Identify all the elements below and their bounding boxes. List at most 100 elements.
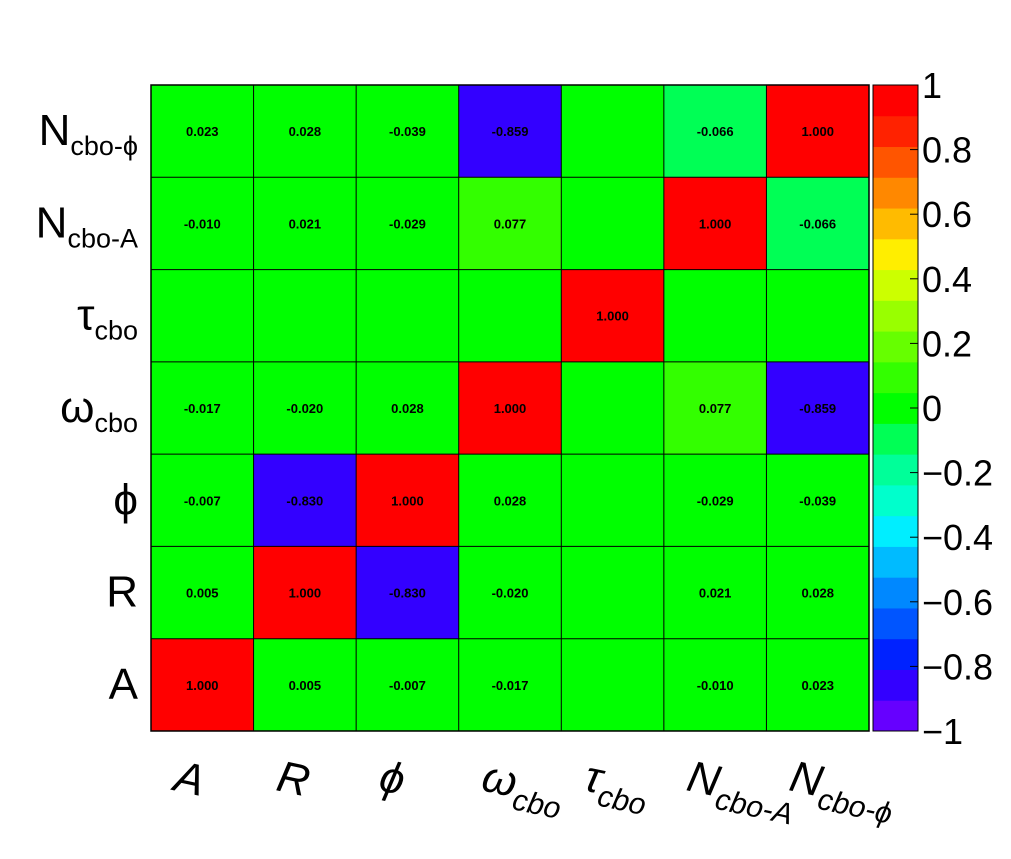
heatmap-cell: [766, 361, 869, 455]
heatmap-cell: [151, 177, 254, 270]
palette-swatch: [873, 146, 918, 178]
cell-value-label: -0.066: [697, 124, 734, 139]
palette-tick-label: 0.2: [922, 323, 972, 364]
heatmap-cell: [356, 546, 459, 639]
palette-swatch: [873, 577, 918, 609]
x-tick-main: R: [273, 752, 314, 807]
heatmap-cell: [766, 269, 869, 362]
cell-value-label: 1.000: [391, 493, 424, 508]
cell-value-label: -0.010: [184, 216, 221, 231]
cell-value-label: -0.020: [492, 586, 529, 601]
x-tick-main: ϕ: [375, 752, 409, 805]
palette-tick-label: 1: [922, 65, 942, 106]
heatmap-cell: [253, 177, 357, 270]
cell-value-label: 1.000: [596, 309, 629, 324]
cell-value-label: 1.000: [289, 586, 322, 601]
heatmap-cell: [458, 361, 562, 455]
palette-swatch: [873, 85, 918, 117]
y-tick-main: ω: [60, 383, 94, 432]
cell-value-label: -0.859: [492, 124, 529, 139]
y-tick-main: ϕ: [113, 475, 138, 524]
cell-value-label: 0.077: [494, 216, 527, 231]
y-tick-main: τ: [77, 291, 95, 340]
palette-swatch: [873, 484, 918, 517]
cell-value-label: 0.028: [391, 401, 424, 416]
cell-value-label: 0.028: [289, 124, 322, 139]
palette-tick-label: −1: [922, 711, 963, 752]
palette-swatch: [873, 115, 918, 148]
plot-frame: [150, 84, 870, 732]
cell-value-label: 0.028: [801, 586, 834, 601]
heatmap-cell: [356, 638, 459, 731]
heatmap-cell: [766, 177, 869, 270]
cell-value-label: 0.077: [699, 401, 732, 416]
x-tick-label: R: [273, 752, 314, 807]
palette-swatch: [873, 300, 918, 332]
y-tick-main: A: [109, 660, 139, 709]
heatmap-cell: [356, 454, 459, 547]
y-tick-sub: cbo-A: [67, 223, 138, 253]
palette-swatch: [873, 361, 918, 394]
heatmap-cell: [663, 546, 767, 639]
palette-tick-label: −0.4: [922, 517, 993, 558]
cell-value-label: 0.021: [699, 586, 732, 601]
palette-swatch: [873, 423, 918, 455]
cell-value-label: -0.830: [389, 586, 426, 601]
heatmap-cell: [253, 269, 357, 362]
x-tick-label: Ncbo-ϕ: [784, 752, 901, 831]
cell-value-label: -0.029: [697, 493, 734, 508]
heatmap-cell: [458, 454, 562, 547]
x-tick-sub: cbo-A: [712, 783, 796, 832]
heatmap-cell: [561, 85, 664, 178]
heatmap-cell: [663, 269, 767, 362]
heatmap-cell: [356, 269, 459, 362]
heatmap-cell: [356, 85, 459, 178]
cell-value-label: -0.017: [492, 678, 529, 693]
palette-swatch: [873, 238, 918, 271]
cell-value-label: -0.066: [799, 216, 836, 231]
palette-swatch: [873, 454, 918, 486]
palette-swatch: [873, 177, 918, 209]
y-tick-sub: cbo-ϕ: [70, 131, 138, 161]
cell-value-label: 0.021: [289, 216, 322, 231]
heatmap-cell: [663, 85, 767, 178]
cell-value-label: -0.039: [799, 493, 836, 508]
palette-tick-label: −0.8: [922, 646, 993, 687]
x-tick-sub: cbo-ϕ: [815, 783, 895, 831]
cell-value-label: -0.020: [286, 401, 323, 416]
heatmap-cell: [766, 638, 869, 731]
heatmap-cell: [253, 638, 357, 731]
cell-value-label: 1.000: [699, 216, 732, 231]
palette-swatch: [873, 669, 918, 701]
heatmap-cell: [458, 269, 562, 362]
y-tick-label: τcbo: [77, 291, 138, 346]
heatmap-cell: [253, 85, 357, 178]
y-tick-main: N: [39, 106, 71, 155]
heatmap-cell: [663, 361, 767, 455]
cell-value-label: -0.017: [184, 401, 221, 416]
heatmap-cell: [356, 177, 459, 270]
x-tick-sub: cbo: [510, 783, 564, 825]
heatmap-cell: [766, 85, 869, 178]
cell-value-label: 0.023: [801, 678, 834, 693]
y-tick-label: R: [106, 568, 138, 617]
y-tick-sub: cbo: [94, 316, 138, 346]
palette-tick-label: 0.4: [922, 259, 972, 300]
cell-value-label: -0.830: [286, 493, 323, 508]
y-tick-main: R: [106, 568, 138, 617]
heatmap-cell: [561, 454, 664, 547]
heatmap-cell: [458, 177, 562, 270]
palette-swatch: [873, 546, 918, 578]
heatmap-cell: [151, 85, 254, 178]
cell-value-label: -0.859: [799, 401, 836, 416]
cell-value-label: 0.005: [186, 586, 219, 601]
x-tick-sub: cbo: [595, 780, 649, 822]
y-tick-label: Ncbo-ϕ: [39, 106, 138, 161]
heatmap-cell: [458, 85, 562, 178]
heatmap-cell: [561, 361, 664, 455]
heatmap-cell: [151, 454, 254, 547]
palette-swatch: [873, 331, 918, 363]
cell-value-label: -0.029: [389, 216, 426, 231]
palette-swatch: [873, 638, 918, 670]
